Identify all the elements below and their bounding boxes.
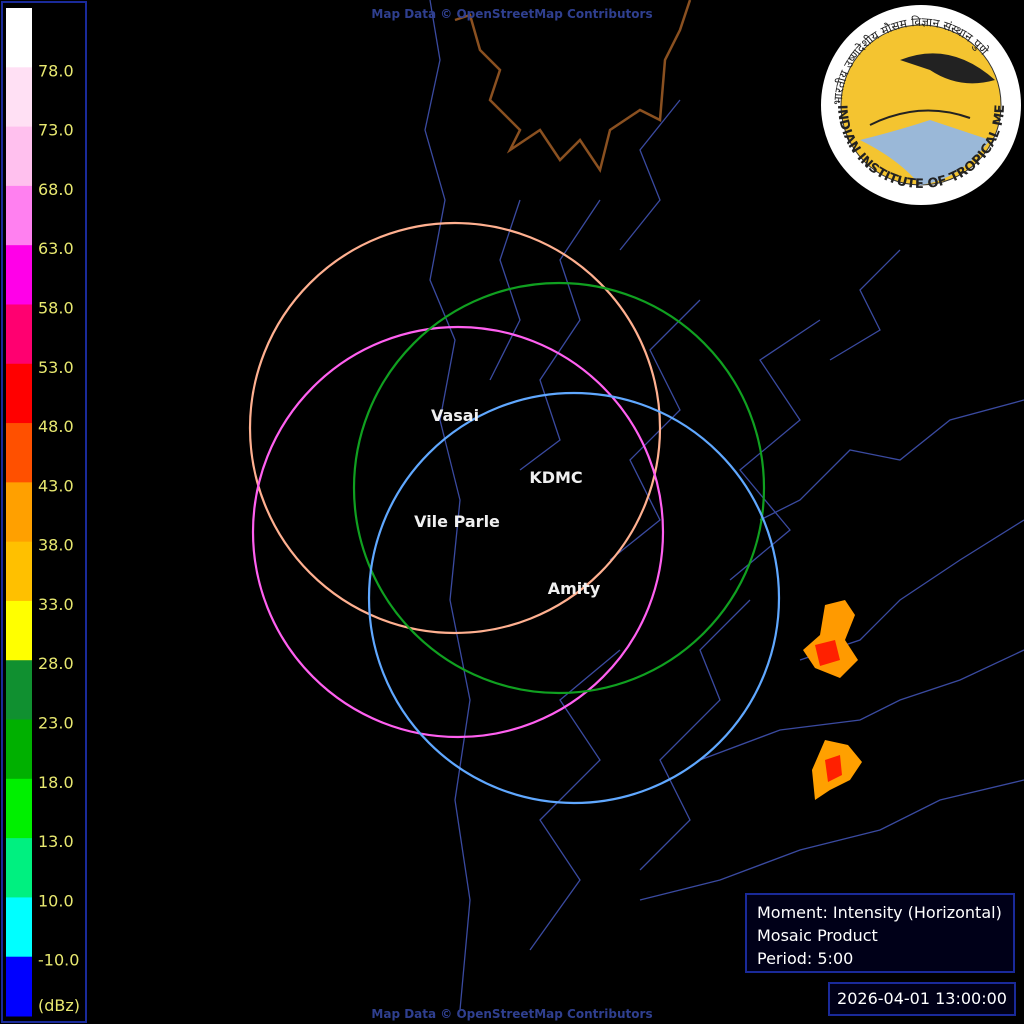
legend-label: 63.0 (38, 239, 74, 258)
range-ring (367, 391, 781, 805)
attribution: Map Data © OpenStreetMap Contributors (371, 1007, 652, 1021)
site-label: Vasai (431, 406, 479, 425)
legend-unit: (dBz) (38, 996, 80, 1015)
legend-swatch (6, 660, 32, 721)
legend-swatch (6, 363, 32, 424)
legend-swatch (6, 897, 32, 958)
state-border (454, 0, 692, 174)
legend-label: 28.0 (38, 654, 74, 673)
legend-swatch (6, 126, 32, 187)
legend-label: 68.0 (38, 180, 74, 199)
legend-label: 58.0 (38, 298, 74, 317)
range-ring (248, 221, 662, 635)
legend-label: 48.0 (38, 417, 74, 436)
legend-label: 18.0 (38, 773, 74, 792)
legend-swatch (6, 8, 32, 68)
attribution: Map Data © OpenStreetMap Contributors (371, 7, 652, 21)
info-line: Mosaic Product (757, 926, 878, 945)
legend-label: 43.0 (38, 476, 74, 495)
legend-label: 33.0 (38, 595, 74, 614)
radar-rings (248, 221, 781, 805)
legend-label: 53.0 (38, 358, 74, 377)
legend-swatch (6, 778, 32, 839)
info-line: Moment: Intensity (Horizontal) (757, 903, 1002, 922)
legend-swatch (6, 245, 32, 305)
site-label: KDMC (529, 468, 582, 487)
legend-label: 38.0 (38, 536, 74, 555)
legend-label: 73.0 (38, 121, 74, 140)
legend-label: -10.0 (38, 951, 79, 970)
legend-frame (1, 1, 87, 1023)
legend-swatch (6, 719, 32, 780)
range-ring (251, 325, 665, 739)
legend-swatch (6, 185, 32, 246)
legend-swatch (6, 541, 32, 602)
legend-label: 78.0 (38, 61, 74, 80)
legend-label: 10.0 (38, 891, 74, 910)
timestamp: 2026-04-01 13:00:00 (828, 982, 1016, 1016)
legend-swatch (6, 304, 32, 365)
legend-label: 13.0 (38, 832, 74, 851)
legend-swatch (6, 956, 32, 1017)
legend-label: 23.0 (38, 714, 74, 733)
legend-swatch (6, 600, 32, 661)
range-ring (352, 281, 766, 695)
site-label: Amity (548, 579, 601, 598)
info-line: Period: 5:00 (757, 949, 854, 968)
site-label: Vile Parle (414, 512, 500, 531)
legend: 78.0 73.0 68.0 63.0 58.0 53.0 48.0 43.0 38.0 33.0… (6, 8, 79, 1017)
legend-swatch (6, 423, 32, 483)
echoes (803, 600, 862, 800)
info-box: Moment: Intensity (Horizontal) Mosaic Pr… (745, 893, 1015, 973)
legend-swatch (6, 838, 32, 898)
legend-swatch (6, 482, 32, 543)
logo: INDIAN INSTITUTE OF TROPICAL METEOROLOGY… (0, 0, 1021, 205)
legend-swatch (6, 67, 32, 128)
